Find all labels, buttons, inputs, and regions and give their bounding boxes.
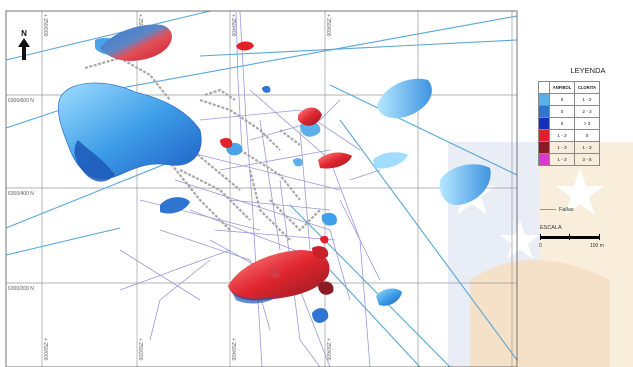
legend-clorita-value: 2 - 3 <box>574 105 600 118</box>
legend-swatch <box>538 153 550 166</box>
legend-anfibol-value: 1 - 2 <box>549 129 575 142</box>
scale-tick <box>540 234 541 240</box>
northing-label-2: 6300/400 N <box>8 191 34 197</box>
scale-start-label: 0 <box>539 243 542 249</box>
legend-header-swatch <box>538 81 550 94</box>
legend-fallas: Fallas <box>540 207 574 213</box>
north-arrow-icon <box>18 38 30 60</box>
easting-label-top-4: + 250/600 <box>325 14 331 37</box>
easting-label-bottom-1: + 250/000 <box>42 338 48 361</box>
fault-line-icon <box>540 208 556 211</box>
easting-labels-bottom: + 250/000 + 250/200 + 250/400 + 250/600 <box>42 338 331 361</box>
legend-title: LEYENDA <box>570 66 606 75</box>
northing-label-3: 6300/200 N <box>8 286 34 292</box>
legend-swatch <box>538 129 550 142</box>
legend-anfibol-value: 0 <box>549 93 575 106</box>
legend-table: ANFIBOL CLORITA 0 1 - 2 0 2 - 3 0 > 3 1 … <box>538 81 600 166</box>
legend-header-clorita: CLORITA <box>574 81 600 94</box>
legend-clorita-value: 0 <box>574 129 600 142</box>
legend-header-anfibol: ANFIBOL <box>549 81 575 94</box>
legend-swatch <box>538 141 550 154</box>
north-arrow: N <box>17 30 31 65</box>
legend-anfibol-value: 1 - 3 <box>549 141 575 154</box>
legend-row: 1 - 3 3 - 5 <box>538 153 600 166</box>
legend-anfibol-value: 0 <box>549 105 575 118</box>
legend-row: 1 - 3 1 - 3 <box>538 141 600 154</box>
legend-clorita-value: 3 - 5 <box>574 153 600 166</box>
legend-clorita-value: > 3 <box>574 117 600 130</box>
easting-label-top-3: + 250/400 <box>230 14 236 37</box>
scale-bar <box>540 234 600 240</box>
legend-swatch <box>538 93 550 106</box>
legend-anfibol-value: 0 <box>549 117 575 130</box>
legend-header-row: ANFIBOL CLORITA <box>538 81 600 94</box>
easting-labels-top: + 250/000 + 250/200 + 250/400 + 250/600 <box>42 14 331 37</box>
scale-tick <box>599 234 600 240</box>
northing-label-1: 6300/600 N <box>8 98 34 104</box>
easting-label-top-2: + 250/200 <box>137 14 143 37</box>
escala-label: ESCALA <box>540 225 562 231</box>
fallas-label: Fallas <box>559 207 574 213</box>
legend-row: 0 1 - 2 <box>538 93 600 106</box>
red-alteration-bodies <box>100 24 352 304</box>
legend-anfibol-value: 1 - 3 <box>549 153 575 166</box>
legend-clorita-value: 1 - 3 <box>574 141 600 154</box>
easting-label-bottom-3: + 250/400 <box>230 338 236 361</box>
legend-row: 0 2 - 3 <box>538 105 600 118</box>
fault-lines <box>5 10 518 367</box>
north-label: N <box>21 29 27 38</box>
northing-labels: 6300/600 N 6300/400 N 6300/200 N <box>8 98 34 292</box>
easting-label-top-1: + 250/000 <box>42 14 48 37</box>
easting-label-bottom-4: + 250/600 <box>325 338 331 361</box>
legend-clorita-value: 1 - 2 <box>574 93 600 106</box>
easting-label-bottom-2: + 250/200 <box>137 338 143 361</box>
legend-swatch <box>538 105 550 118</box>
legend-row: 0 > 3 <box>538 117 600 130</box>
scale-end-label: 100 m <box>590 243 604 249</box>
scale-tick <box>569 234 570 240</box>
legend-row: 1 - 2 0 <box>538 129 600 142</box>
legend-swatch <box>538 117 550 130</box>
